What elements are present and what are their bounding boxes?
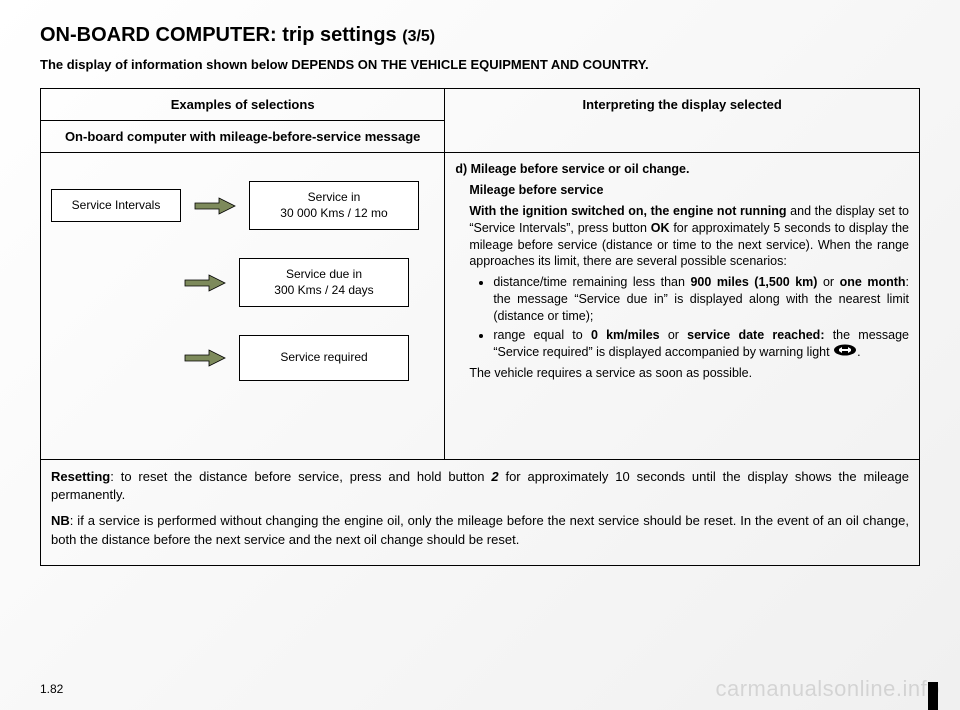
manual-page: ON-BOARD COMPUTER: trip settings (3/5) T… [0,0,960,710]
edge-tab-marker [928,682,938,710]
box-service-due-line1: Service due in [286,267,362,281]
box-service-required: Service required [239,335,409,381]
b2f: . [857,345,860,359]
box-service-intervals: Service Intervals [51,189,181,223]
page-title: ON-BOARD COMPUTER: trip settings (3/5) [40,24,920,47]
box-service-in-line1: Service in [308,190,361,204]
page-subtitle: The display of information shown below D… [40,57,920,72]
interp-bullets: distance/time remaining less than 900 mi… [469,274,909,361]
watermark-text: carmanualsonline.info [715,676,940,702]
diagram-row-3: Service required [183,335,434,381]
header-examples: Examples of selections [41,89,445,121]
reset-btn: 2 [491,469,498,484]
b1b: 900 miles (1,500 km) [690,275,817,289]
b1d: one month [840,275,906,289]
nb-label: NB [51,513,70,528]
b1a: distance/time remaining less than [493,275,690,289]
interpretation-cell: d) Mileage before service or oil change.… [445,153,920,460]
box-service-in-line2: 30 000 Kms / 12 mo [280,206,387,220]
arrow-icon [183,349,227,367]
b2b: 0 km/miles [591,328,660,342]
nb-text: : if a service is performed without chan… [51,513,909,546]
arrow-icon [183,274,227,292]
box-service-in: Service in 30 000 Kms / 12 mo [249,181,419,230]
diagram-row-1: Service Intervals Service in 30 000 Kms … [51,181,434,230]
title-suffix: (3/5) [402,28,435,45]
box-service-due: Service due in 300 Kms / 24 days [239,258,409,307]
header-interpreting: Interpreting the display selected [445,89,920,153]
diagram-row-2: Service due in 300 Kms / 24 days [183,258,434,307]
title-main: ON-BOARD COMPUTER: trip settings [40,24,397,46]
main-table: Examples of selections Interpreting the … [40,88,920,566]
arrow-icon [193,197,237,215]
diagram-cell: Service Intervals Service in 30 000 Kms … [41,153,445,460]
b2a: range equal to [493,328,591,342]
reset-a: : to reset the distance before service, … [110,469,491,484]
header-onboard: On-board computer with mileage-before-se… [41,121,445,153]
interp-para1-ok: OK [651,221,670,235]
b2d: service date reached: [687,328,824,342]
box-service-due-line2: 300 Kms / 24 days [274,283,373,297]
interp-para1-a: With the ignition switched on, the engin… [469,204,786,218]
warning-light-icon [833,344,857,361]
interp-bullet-1: distance/time remaining less than 900 mi… [493,274,909,325]
service-diagram: Service Intervals Service in 30 000 Kms … [51,161,434,381]
page-number: 1.82 [40,682,63,696]
b1c: or [817,275,839,289]
interp-subheading: Mileage before service [469,183,603,197]
b2c: or [660,328,688,342]
notes-cell: Resetting: to reset the distance before … [41,460,920,566]
interp-bullet-2: range equal to 0 km/miles or service dat… [493,327,909,361]
interp-heading: d) Mileage before service or oil change. [455,162,689,176]
reset-label: Resetting [51,469,110,484]
interp-closing: The vehicle requires a service as soon a… [469,365,909,382]
interpretation-text: d) Mileage before service or oil change.… [455,161,909,382]
